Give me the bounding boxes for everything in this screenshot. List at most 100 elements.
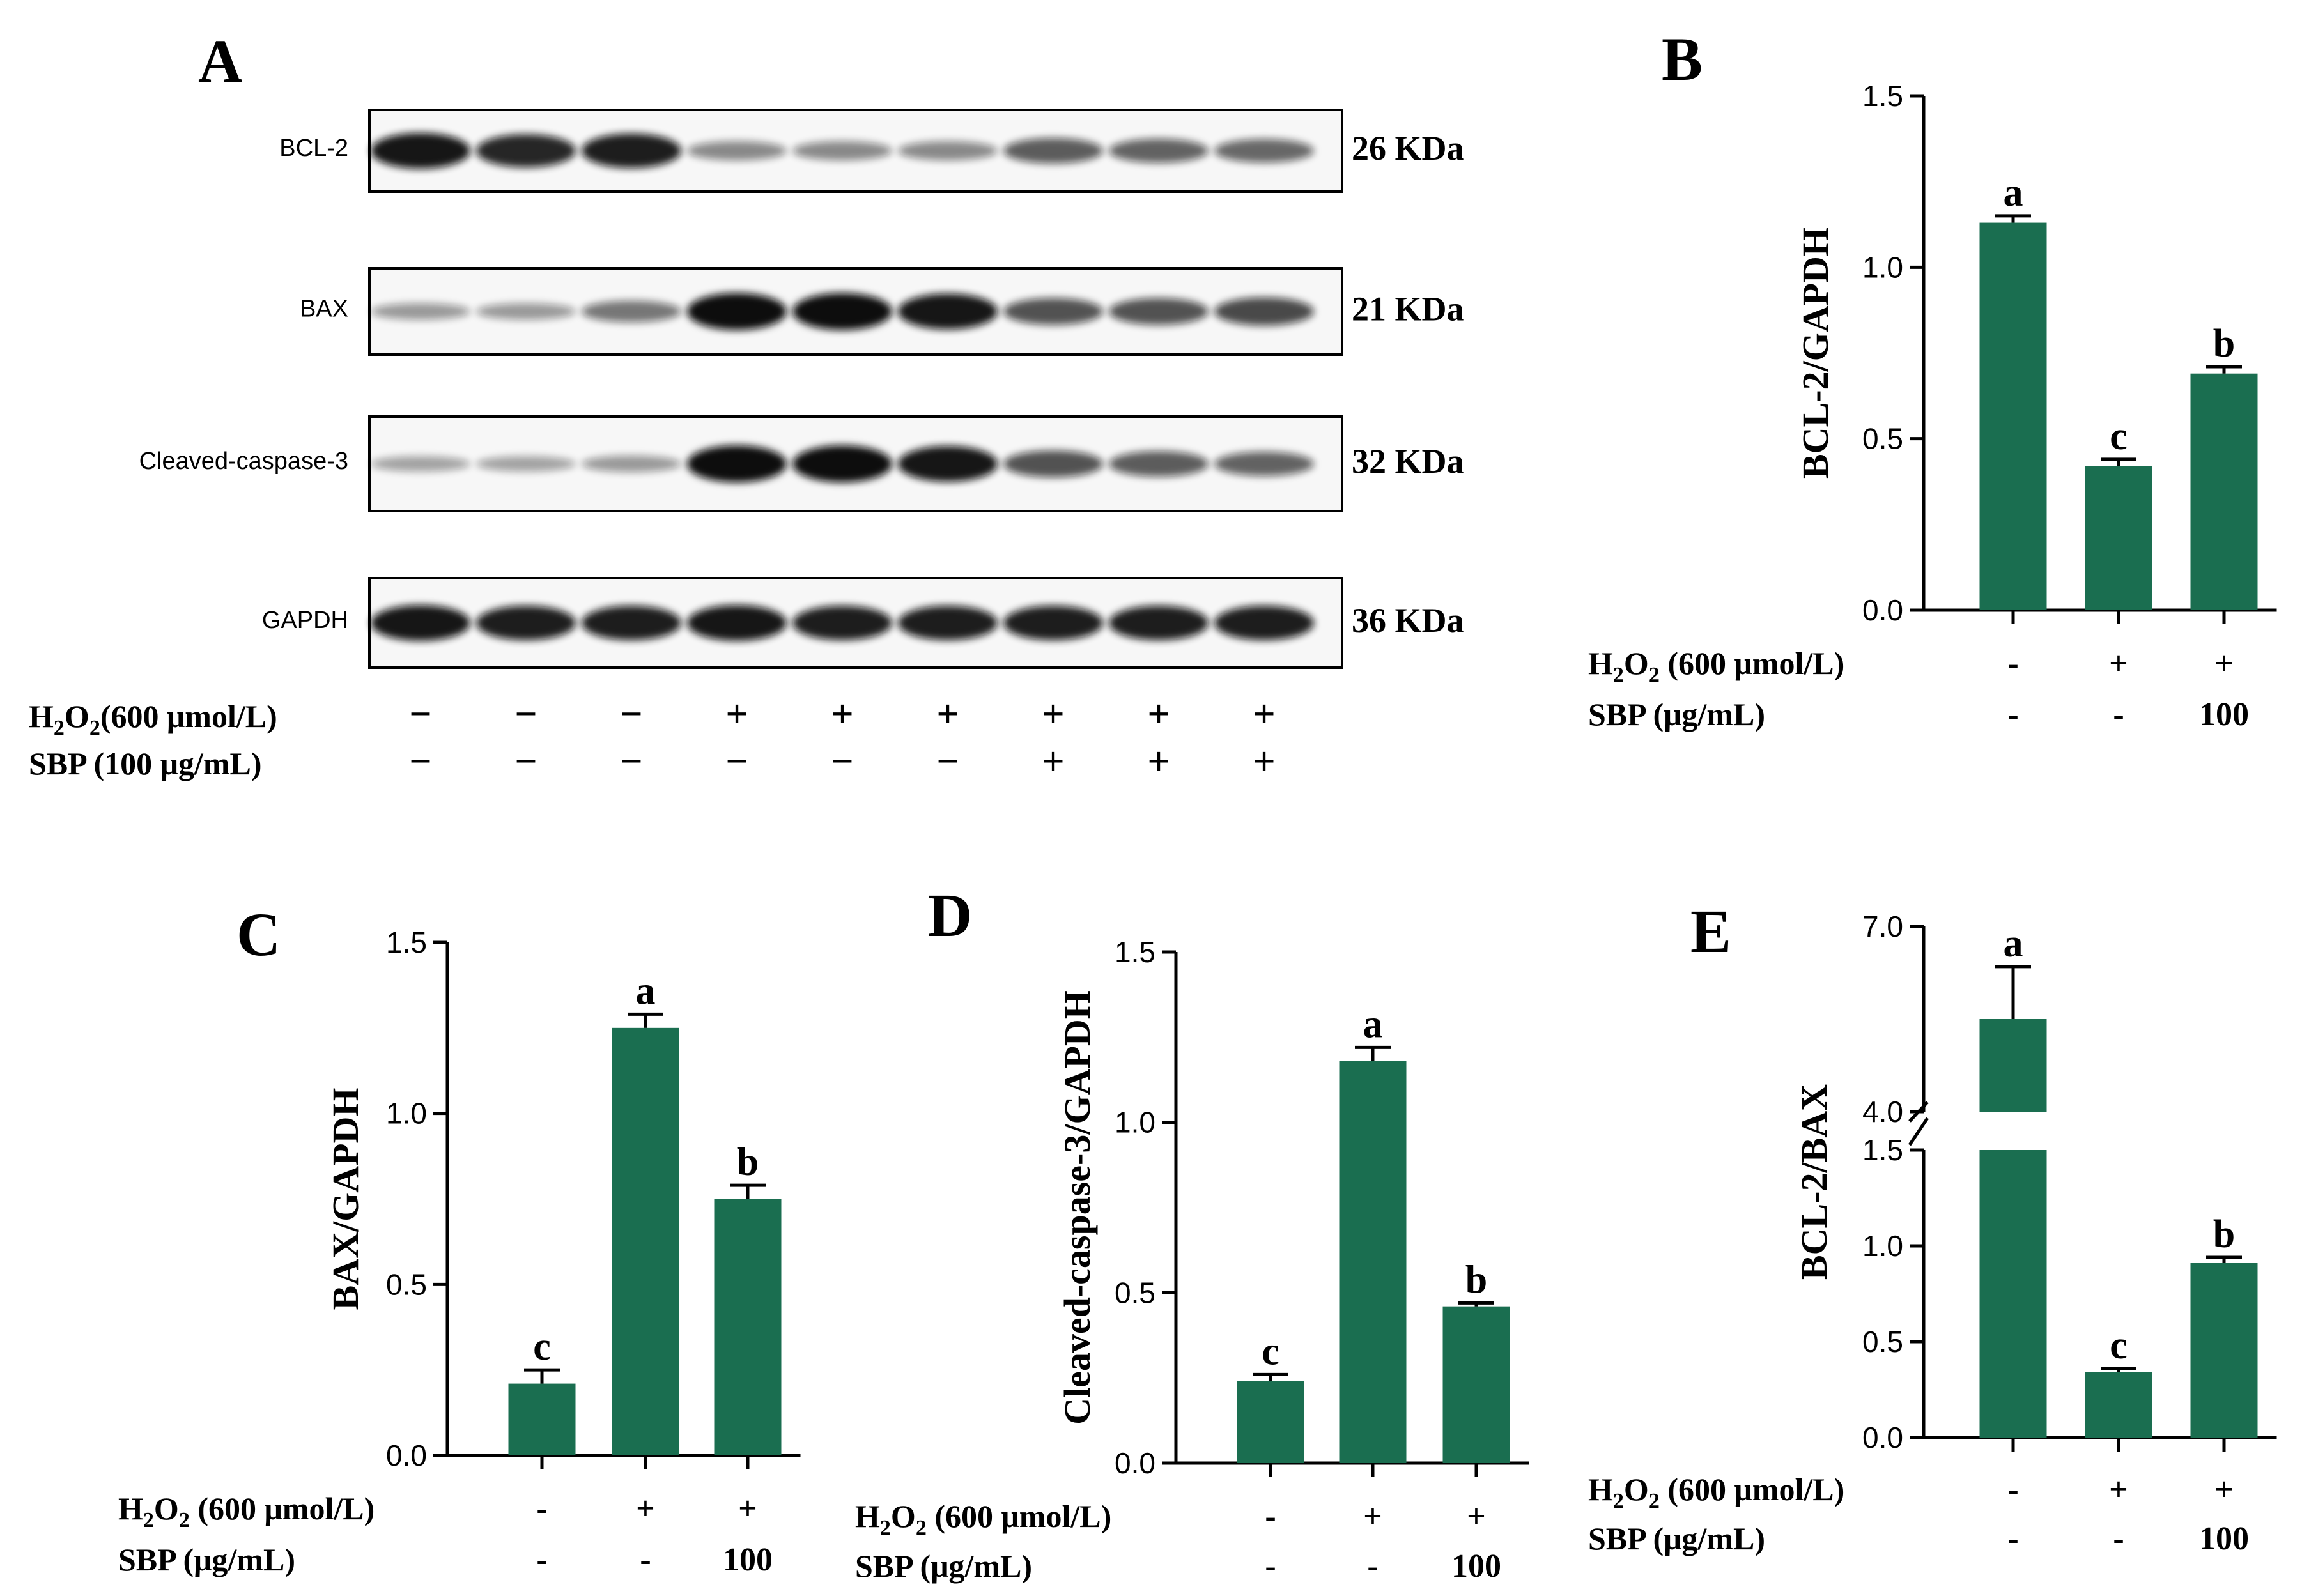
blot-band (1109, 139, 1209, 163)
panel-letter-c: C (236, 900, 281, 969)
minus-mark: − (831, 740, 853, 783)
blot-band (898, 606, 998, 640)
y-tick-label: 0.5 (1115, 1276, 1155, 1309)
significance-letter: b (2213, 322, 2235, 365)
y-tick-label: 7.0 (1862, 910, 1903, 943)
blot-band (582, 456, 681, 472)
significance-letter: a (2004, 922, 2023, 965)
blot-band (1214, 606, 1314, 640)
bar-group: a (1979, 171, 2047, 611)
y-axis-label: BCL-2/BAX (1793, 1084, 1835, 1280)
sbp-mark: 100 (2199, 1521, 2249, 1557)
blot-band (898, 141, 998, 160)
blot-band (476, 606, 576, 640)
blot-label: BAX (300, 296, 348, 323)
sbp-mark: - (1367, 1548, 1378, 1584)
treatment-row: H2O2(600 μmol/L) − − − + + + + + + (29, 693, 1276, 740)
bar (1442, 1306, 1510, 1463)
blot-band (476, 303, 576, 320)
significance-letter: a (1363, 1002, 1383, 1046)
bar (1979, 222, 2047, 611)
bar (2190, 373, 2258, 610)
blot-band (792, 293, 892, 330)
blot-gapdh: GAPDH 36 KDa (262, 577, 1464, 669)
h2o2-row-label: H2O2 (600 μmol/L) (855, 1498, 1111, 1540)
bar-group: a (1339, 1002, 1407, 1463)
y-tick-label: 1.5 (386, 926, 427, 959)
panel-letter-e: E (1690, 897, 1731, 965)
sbp-mark: - (2113, 696, 2124, 733)
minus-mark: − (620, 740, 642, 783)
bar (2085, 466, 2152, 610)
blot-bax: BAX 21 KDa (300, 267, 1464, 356)
h2o2-mark: - (1265, 1498, 1276, 1535)
bar-group: b (2190, 322, 2258, 610)
blot-kda-label: 36 KDa (1352, 601, 1464, 640)
sbp-mark: 100 (723, 1542, 773, 1578)
y-tick-label: 1.0 (1115, 1106, 1155, 1139)
blot-label: GAPDH (262, 607, 348, 634)
h2o2-mark: + (1467, 1498, 1486, 1535)
sbp-row-label: SBP (μg/mL) (1588, 1521, 1765, 1556)
significance-letter: c (533, 1325, 551, 1369)
bar (1979, 1150, 2047, 1438)
panel-a-western-blot: A BCL-2 26 KDa BAX 21 KDa Cleaved-caspase-3 32… (29, 27, 1464, 783)
y-axis-label: BCL-2/GAPDH (1795, 227, 1836, 479)
blot-band (1003, 450, 1103, 477)
h2o2-mark: - (2007, 1471, 2018, 1508)
plus-mark: + (831, 693, 853, 736)
bar-group: b (1442, 1258, 1510, 1463)
bar (508, 1383, 576, 1455)
bar-group: c (2085, 415, 2152, 610)
y-tick-label: 1.0 (386, 1097, 427, 1130)
blot-band (1109, 606, 1209, 640)
blot-band (1003, 298, 1103, 325)
blot-band (792, 445, 892, 482)
blot-cleaved-caspase-3: Cleaved-caspase-3 32 KDa (139, 415, 1464, 512)
blot-kda-label: 32 KDa (1352, 442, 1464, 480)
blot-band (792, 606, 892, 640)
bar (1339, 1061, 1407, 1463)
bar (2085, 1372, 2152, 1438)
blot-band (687, 293, 787, 330)
panel-letter-a: A (198, 27, 242, 95)
h2o2-mark: + (2109, 645, 2128, 682)
chart-panel-d: 0.0 0.5 1.0 1.5 c a b D Cleaved-caspase-3/GAPDH H… (855, 881, 1529, 1584)
sbp-mark: - (640, 1542, 651, 1578)
y-tick-label: 0.0 (1862, 1421, 1903, 1454)
blot-band (1003, 606, 1103, 640)
bar-group: c (2085, 1324, 2152, 1438)
plus-mark: + (1147, 693, 1170, 736)
h2o2-row-label: H2O2 (600 μmol/L) (1588, 645, 1844, 687)
h2o2-mark: - (536, 1491, 547, 1527)
sbp-mark: - (2007, 1521, 2018, 1557)
blot-band (792, 141, 892, 160)
blot-label: Cleaved-caspase-3 (139, 448, 348, 475)
blot-band (1214, 452, 1314, 476)
blot-band (1214, 297, 1314, 326)
blot-band (476, 134, 576, 167)
treatment-row: SBP (100 μg/mL) − − − − − − + + + (29, 740, 1276, 783)
chart-panel-b: 0.0 0.5 1.0 1.5 a c b B BCL-2/GAPDH H2O2 (600 μmo… (1588, 25, 2277, 733)
significance-letter: a (636, 969, 656, 1013)
blot-band (371, 456, 470, 472)
h2o2-mark: + (2214, 645, 2234, 682)
blot-band (371, 605, 470, 641)
chart-panel-e: 0.0 0.5 1.0 1.5 4.0 7.0 a c b E BCL-2/BAX H2O2 (600… (1588, 897, 2277, 1557)
h2o2-mark: - (2007, 645, 2018, 682)
panel-letter-b: B (1662, 25, 1703, 93)
bar-group: a (612, 969, 679, 1455)
plus-mark: + (1253, 740, 1275, 783)
blot-band (1003, 138, 1103, 164)
minus-mark: − (936, 740, 959, 783)
minus-mark: − (620, 693, 642, 736)
plus-mark: + (1147, 740, 1170, 783)
y-axis-label: BAX/GAPDH (325, 1088, 366, 1310)
blot-band (582, 300, 681, 323)
y-tick-label: 0.0 (1862, 594, 1903, 627)
plus-mark: + (936, 693, 959, 736)
blot-band (687, 445, 787, 482)
h2o2-mark: + (636, 1491, 655, 1527)
h2o2-mark: + (738, 1491, 757, 1527)
bar (714, 1199, 782, 1455)
